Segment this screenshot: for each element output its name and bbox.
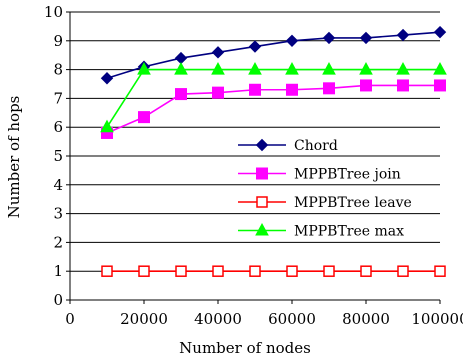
data-point bbox=[138, 111, 150, 124]
data-point bbox=[286, 83, 298, 96]
legend: Chord MPPBTree join MPPBTree leave MPPBTree… bbox=[238, 138, 412, 240]
data-point bbox=[248, 62, 262, 75]
data-point bbox=[174, 62, 188, 75]
data-point bbox=[433, 25, 447, 39]
data-point bbox=[360, 265, 372, 277]
data-point bbox=[359, 31, 373, 45]
data-point bbox=[212, 86, 224, 99]
x-tick-label: 20000 bbox=[120, 310, 168, 328]
data-point bbox=[397, 265, 409, 277]
x-tick-label: 40000 bbox=[194, 310, 242, 328]
data-point bbox=[360, 79, 372, 92]
data-point bbox=[137, 62, 151, 75]
legend-marker bbox=[255, 222, 269, 236]
data-point bbox=[211, 46, 225, 59]
data-point bbox=[100, 72, 114, 85]
data-point bbox=[249, 83, 261, 96]
y-tick-label: 2 bbox=[53, 233, 63, 251]
data-point bbox=[434, 79, 446, 92]
y-tick-label: 9 bbox=[53, 32, 63, 50]
data-point bbox=[175, 88, 187, 101]
x-tick-label: 60000 bbox=[268, 310, 316, 328]
data-point bbox=[101, 265, 113, 277]
y-tick-label: 6 bbox=[53, 118, 63, 136]
x-tick-label: 80000 bbox=[342, 310, 390, 328]
y-tick-labels: 0 1 2 3 4 5 6 7 8 9 10 bbox=[44, 3, 63, 309]
series-mppbtree-join bbox=[101, 79, 446, 139]
x-tick-labels: 0 20000 40000 60000 80000 100000 bbox=[65, 310, 463, 328]
data-point bbox=[396, 28, 410, 42]
data-point bbox=[396, 62, 410, 75]
data-point bbox=[211, 62, 225, 75]
series-mppbtree-leave bbox=[101, 265, 446, 277]
x-axis-title: Number of nodes bbox=[179, 339, 311, 357]
series-line bbox=[106, 68, 440, 128]
data-point bbox=[212, 265, 224, 277]
y-tick-label: 1 bbox=[53, 262, 63, 280]
legend-entry: MPPBTree join bbox=[238, 167, 401, 183]
legend-entry: MPPBTree leave bbox=[238, 195, 412, 211]
data-point bbox=[138, 265, 150, 277]
data-point bbox=[434, 265, 446, 277]
data-point bbox=[433, 62, 447, 75]
data-point bbox=[174, 51, 188, 65]
series-chord bbox=[100, 25, 447, 85]
x-tick-label: 0 bbox=[65, 310, 75, 328]
plot-area-frame bbox=[66, 11, 441, 304]
y-tick-label: 0 bbox=[53, 291, 63, 309]
data-point bbox=[322, 31, 336, 45]
data-point bbox=[322, 62, 336, 75]
legend-marker bbox=[255, 138, 269, 152]
data-point bbox=[248, 40, 262, 53]
y-tick-label: 5 bbox=[53, 147, 63, 165]
legend-marker bbox=[256, 167, 268, 180]
data-point bbox=[285, 62, 299, 75]
series-line bbox=[106, 84, 440, 134]
data-point bbox=[285, 34, 299, 48]
y-tick-label: 7 bbox=[53, 89, 63, 107]
data-point bbox=[100, 119, 114, 133]
data-point bbox=[249, 265, 261, 277]
y-tick-label: 4 bbox=[53, 176, 63, 194]
y-tick-label: 10 bbox=[44, 3, 63, 21]
legend-entry: Chord bbox=[238, 138, 338, 154]
data-point bbox=[286, 265, 298, 277]
series-group bbox=[100, 25, 447, 277]
data-point bbox=[359, 62, 373, 75]
legend-entry: MPPBTree max bbox=[238, 222, 404, 240]
data-point bbox=[397, 79, 409, 92]
data-point bbox=[323, 265, 335, 277]
y-tick-label: 3 bbox=[53, 205, 63, 223]
y-tick-label: 8 bbox=[53, 61, 63, 79]
legend-label: MPPBTree max bbox=[294, 224, 404, 240]
legend-label: MPPBTree join bbox=[294, 167, 401, 183]
series-mppbtree-max bbox=[100, 62, 447, 133]
data-point bbox=[175, 265, 187, 277]
legend-label: MPPBTree leave bbox=[294, 195, 412, 211]
data-point bbox=[323, 82, 335, 95]
x-tick-label: 100000 bbox=[411, 310, 463, 328]
legend-marker bbox=[256, 196, 268, 208]
series-line bbox=[106, 31, 441, 80]
y-axis-title: Number of hops bbox=[5, 96, 23, 219]
legend-label: Chord bbox=[294, 138, 338, 154]
